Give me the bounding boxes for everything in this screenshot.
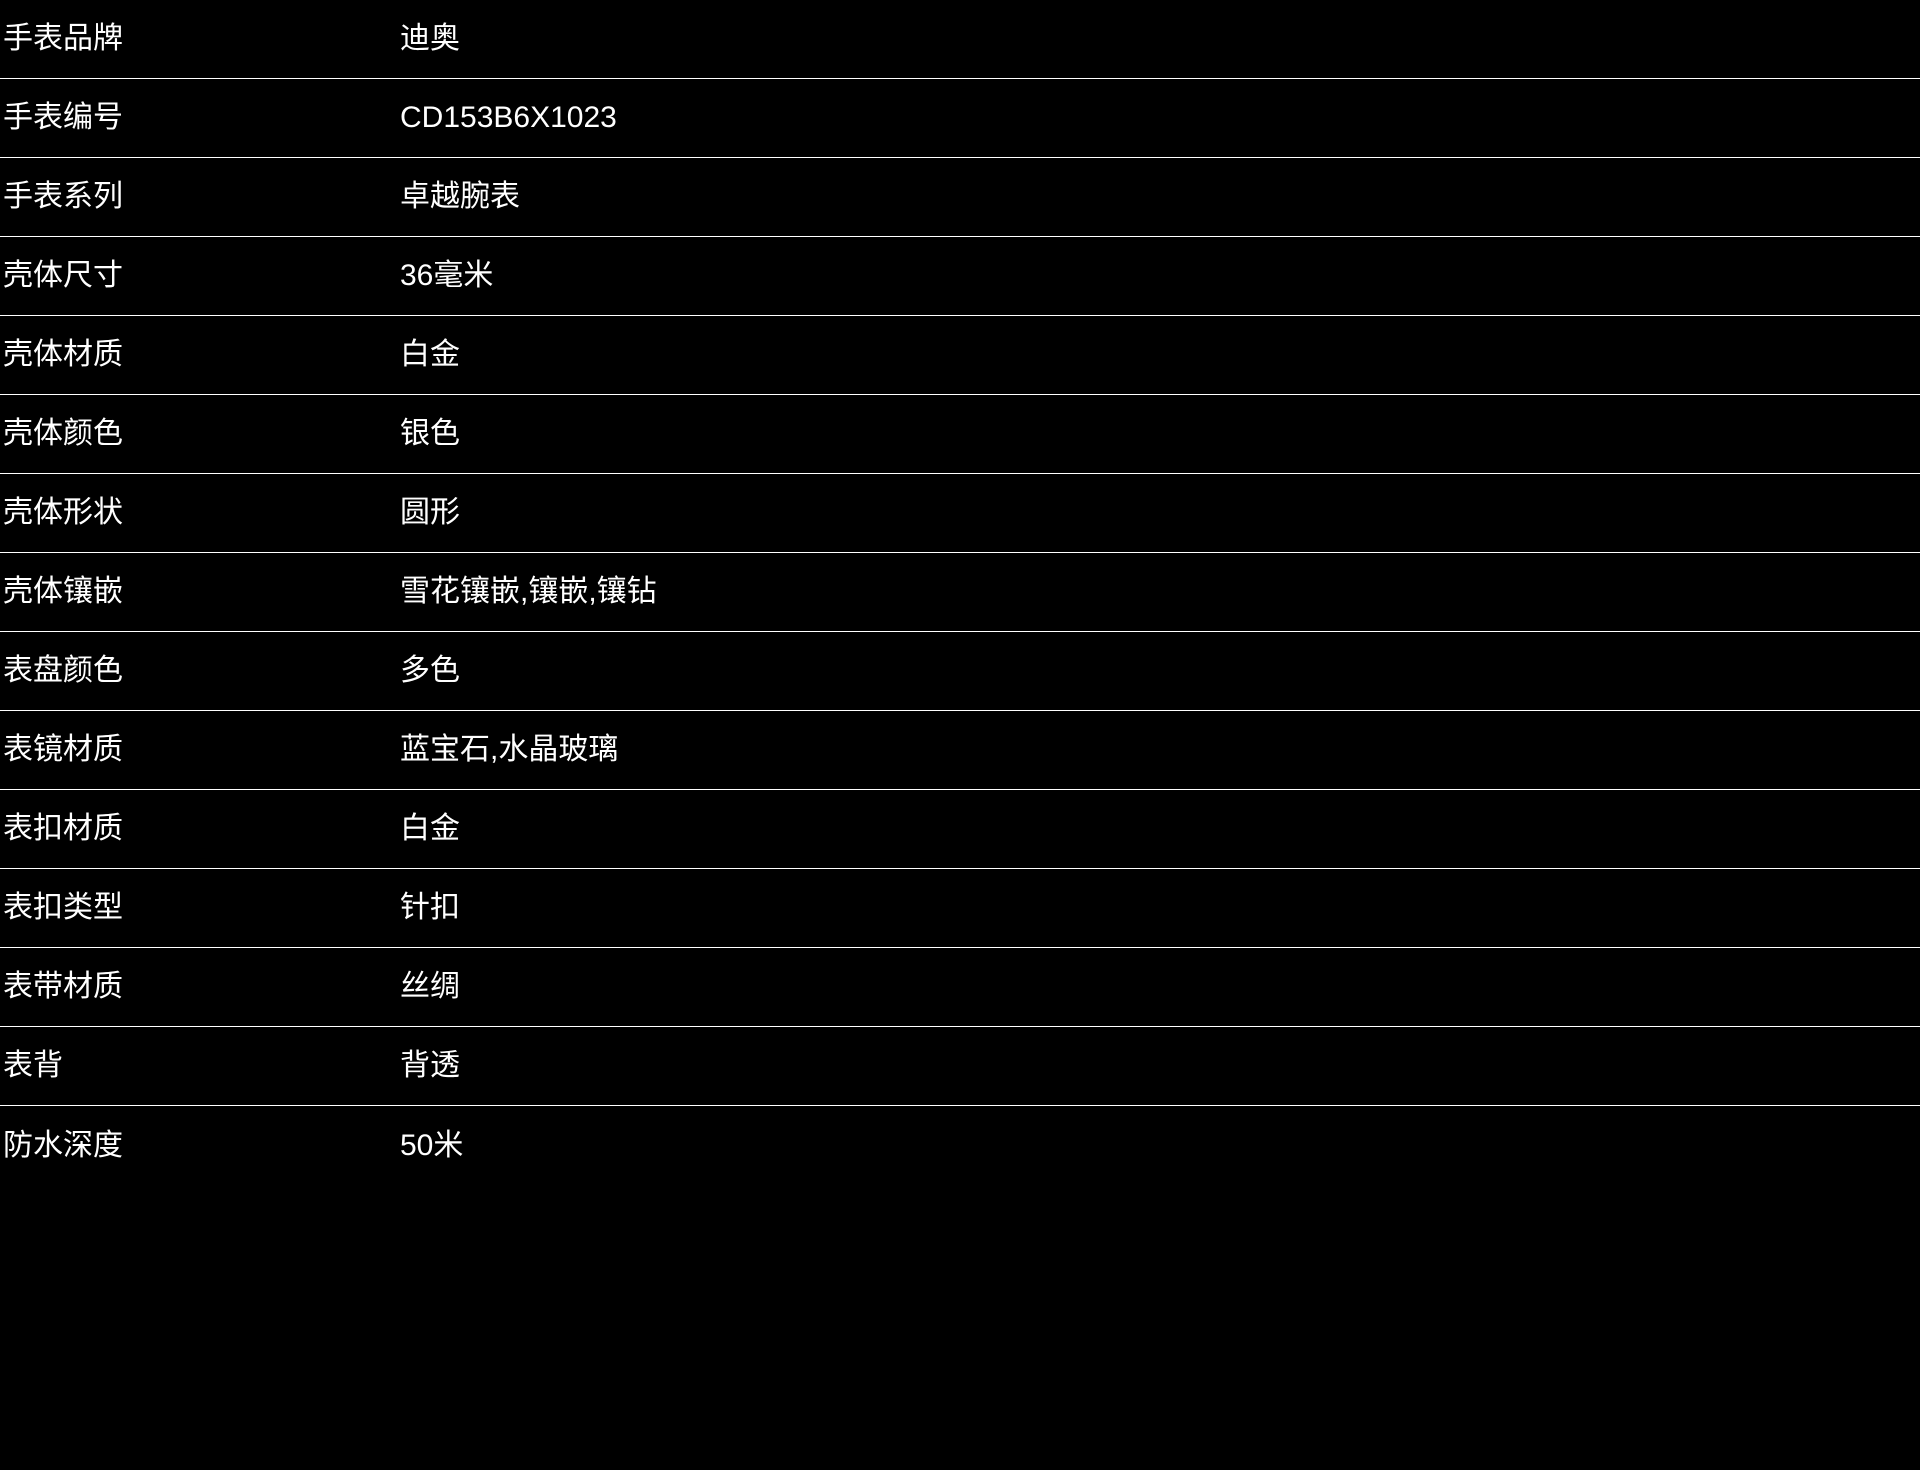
spec-label: 表背 <box>3 1049 63 1082</box>
spec-value: 丝绸 <box>400 970 460 1003</box>
spec-label: 壳体尺寸 <box>3 259 123 292</box>
spec-label: 手表系列 <box>3 180 123 213</box>
watch-specification-table: 手表品牌 迪奥 手表编号 CD153B6X1023 手表系列 卓越腕表 壳体尺寸 36毫米 壳体… <box>0 0 1920 1186</box>
table-row: 手表品牌 迪奥 <box>0 0 1920 79</box>
spec-label: 壳体形状 <box>3 496 123 529</box>
spec-value: 卓越腕表 <box>400 180 520 213</box>
spec-value: CD153B6X1023 <box>400 101 617 134</box>
table-row: 表盘颜色 多色 <box>0 632 1920 711</box>
spec-value: 多色 <box>400 654 460 687</box>
table-row: 表扣类型 针扣 <box>0 869 1920 948</box>
spec-value: 36毫米 <box>400 259 494 292</box>
table-row: 壳体形状 圆形 <box>0 474 1920 553</box>
table-row: 壳体尺寸 36毫米 <box>0 237 1920 316</box>
table-row: 壳体材质 白金 <box>0 316 1920 395</box>
table-row: 表背 背透 <box>0 1027 1920 1106</box>
spec-label: 壳体材质 <box>3 338 123 371</box>
spec-value: 白金 <box>400 338 460 371</box>
table-row: 壳体颜色 银色 <box>0 395 1920 474</box>
spec-label: 壳体颜色 <box>3 417 123 450</box>
spec-value: 迪奥 <box>400 22 460 55</box>
spec-label: 表盘颜色 <box>3 654 123 687</box>
spec-label: 防水深度 <box>3 1129 123 1162</box>
table-row: 表带材质 丝绸 <box>0 948 1920 1027</box>
spec-value: 蓝宝石,水晶玻璃 <box>400 733 619 766</box>
table-row: 手表系列 卓越腕表 <box>0 158 1920 237</box>
spec-label: 壳体镶嵌 <box>3 575 123 608</box>
table-row: 防水深度 50米 <box>0 1106 1920 1186</box>
spec-value: 雪花镶嵌,镶嵌,镶钻 <box>400 575 657 608</box>
spec-value: 圆形 <box>400 496 460 529</box>
table-row: 表扣材质 白金 <box>0 790 1920 869</box>
table-row: 手表编号 CD153B6X1023 <box>0 79 1920 158</box>
spec-label: 表镜材质 <box>3 733 123 766</box>
spec-value: 针扣 <box>400 891 460 924</box>
spec-label: 表带材质 <box>3 970 123 1003</box>
spec-label: 表扣类型 <box>3 891 123 924</box>
spec-label: 手表品牌 <box>3 22 123 55</box>
spec-label: 表扣材质 <box>3 812 123 845</box>
spec-value: 白金 <box>400 812 460 845</box>
spec-value: 银色 <box>400 417 460 450</box>
spec-label: 手表编号 <box>3 101 123 134</box>
table-row: 壳体镶嵌 雪花镶嵌,镶嵌,镶钻 <box>0 553 1920 632</box>
spec-value: 背透 <box>400 1049 460 1082</box>
spec-value: 50米 <box>400 1129 464 1162</box>
table-row: 表镜材质 蓝宝石,水晶玻璃 <box>0 711 1920 790</box>
